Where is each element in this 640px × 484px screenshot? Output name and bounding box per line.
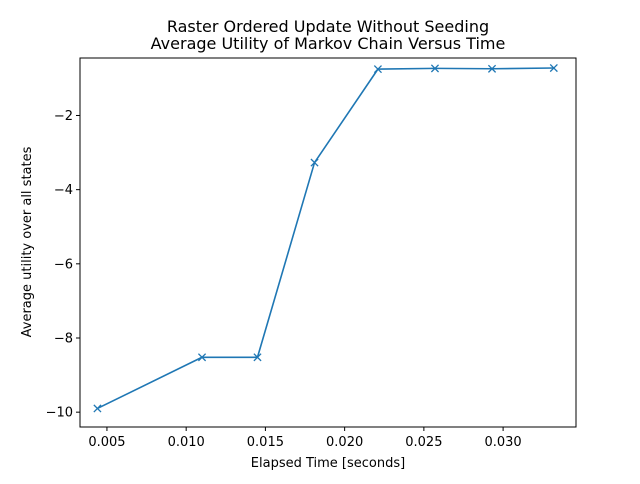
y-axis-label: Average utility over all states: [20, 146, 35, 337]
marker-stroke: [487, 64, 497, 73]
series-line: [97, 67, 554, 410]
marker-stroke: [310, 158, 319, 167]
y-tick-label: −10: [46, 406, 73, 421]
x-tick-label: 0.010: [168, 435, 205, 450]
x-axis-ticks: 0.005 0.010 0.015 0.020 0.025 0.030: [88, 427, 522, 450]
y-tick-label: −8: [54, 331, 73, 346]
series-layer: [93, 63, 558, 413]
chart-title-line-1: Raster Ordered Update Without Seeding: [167, 17, 489, 36]
data-point-marker: [487, 64, 497, 73]
y-axis-ticks: −10 −8 −6 −4 −2: [46, 109, 80, 421]
data-point-marker: [93, 404, 102, 413]
chart-title-line-2: Average Utility of Markov Chain Versus T…: [151, 34, 506, 53]
x-tick-label: 0.015: [247, 435, 284, 450]
x-tick-label: 0.025: [405, 435, 442, 450]
marker-stroke: [549, 63, 558, 73]
marker-stroke: [430, 64, 440, 73]
data-point-marker: [430, 64, 440, 73]
marker-stroke: [93, 404, 102, 413]
data-point-marker: [253, 353, 262, 362]
x-tick-label: 0.005: [88, 435, 125, 450]
data-point-marker: [197, 353, 207, 362]
x-tick-label: 0.020: [326, 435, 363, 450]
marker-stroke: [197, 353, 207, 362]
data-point-marker: [549, 63, 558, 73]
marker-stroke: [253, 353, 262, 362]
marker-stroke: [373, 65, 382, 74]
y-tick-label: −4: [54, 183, 73, 198]
data-point-marker: [310, 158, 319, 167]
y-tick-label: −6: [54, 257, 73, 272]
plot-frame: [79, 57, 577, 428]
x-axis-label: Elapsed Time [seconds]: [251, 456, 405, 471]
y-tick-label: −2: [54, 109, 73, 124]
x-tick-label: 0.030: [484, 435, 521, 450]
data-point-marker: [373, 65, 382, 74]
